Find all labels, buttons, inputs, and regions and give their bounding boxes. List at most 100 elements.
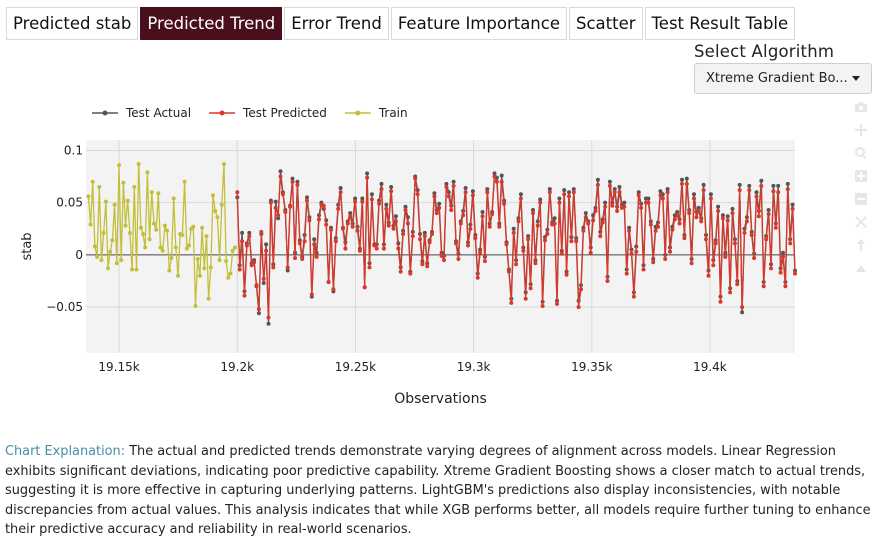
data-point[interactable] bbox=[341, 226, 345, 231]
data-point[interactable] bbox=[617, 185, 622, 189]
data-point[interactable] bbox=[547, 187, 552, 192]
data-point[interactable] bbox=[285, 268, 290, 273]
data-point[interactable] bbox=[605, 279, 610, 283]
data-point[interactable] bbox=[264, 248, 269, 253]
data-point[interactable] bbox=[658, 193, 663, 198]
data-point[interactable] bbox=[742, 230, 747, 235]
data-point[interactable] bbox=[615, 209, 620, 213]
data-point[interactable] bbox=[86, 194, 91, 199]
data-point[interactable] bbox=[420, 262, 425, 267]
data-point[interactable] bbox=[538, 197, 543, 202]
data-point[interactable] bbox=[290, 179, 295, 184]
data-point[interactable] bbox=[499, 173, 504, 178]
data-point[interactable] bbox=[663, 257, 668, 261]
data-point[interactable] bbox=[162, 223, 167, 228]
zoom-out-icon[interactable] bbox=[854, 192, 868, 206]
data-point[interactable] bbox=[569, 239, 574, 244]
data-point[interactable] bbox=[324, 222, 329, 227]
data-point[interactable] bbox=[195, 257, 200, 261]
data-point[interactable] bbox=[617, 190, 622, 195]
data-point[interactable] bbox=[235, 190, 240, 195]
data-point[interactable] bbox=[437, 205, 442, 210]
data-point[interactable] bbox=[692, 196, 696, 201]
data-point[interactable] bbox=[331, 287, 336, 292]
data-point[interactable] bbox=[651, 260, 656, 265]
data-point[interactable] bbox=[348, 211, 353, 216]
data-point[interactable] bbox=[732, 241, 737, 246]
data-point[interactable] bbox=[314, 254, 319, 259]
spike-lines-icon[interactable] bbox=[854, 261, 868, 275]
data-point[interactable] bbox=[470, 189, 475, 194]
data-point[interactable] bbox=[463, 186, 468, 190]
data-point[interactable] bbox=[730, 211, 735, 216]
data-point[interactable] bbox=[567, 194, 571, 199]
data-point[interactable] bbox=[506, 269, 511, 274]
data-point[interactable] bbox=[165, 228, 170, 233]
data-point[interactable] bbox=[725, 218, 730, 223]
data-point[interactable] bbox=[381, 246, 386, 251]
data-point[interactable] bbox=[557, 196, 562, 201]
data-point[interactable] bbox=[350, 224, 355, 229]
data-point[interactable] bbox=[256, 311, 261, 316]
data-point[interactable] bbox=[276, 213, 281, 218]
data-point[interactable] bbox=[145, 170, 150, 175]
data-point[interactable] bbox=[432, 194, 437, 199]
data-point[interactable] bbox=[776, 183, 781, 188]
data-point[interactable] bbox=[607, 179, 612, 184]
data-point[interactable] bbox=[90, 179, 95, 184]
data-point[interactable] bbox=[171, 196, 176, 201]
data-point[interactable] bbox=[701, 182, 706, 187]
data-point[interactable] bbox=[684, 176, 689, 181]
data-point[interactable] bbox=[646, 196, 651, 201]
magnifier-icon[interactable] bbox=[854, 146, 868, 160]
data-point[interactable] bbox=[295, 179, 300, 184]
data-point[interactable] bbox=[114, 261, 119, 266]
data-point[interactable] bbox=[355, 228, 360, 233]
data-point[interactable] bbox=[540, 304, 545, 308]
data-point[interactable] bbox=[283, 210, 288, 214]
data-point[interactable] bbox=[305, 198, 309, 203]
data-point[interactable] bbox=[237, 267, 242, 272]
data-point[interactable] bbox=[415, 192, 420, 197]
data-point[interactable] bbox=[121, 180, 126, 185]
data-point[interactable] bbox=[384, 206, 389, 211]
data-point[interactable] bbox=[454, 241, 458, 246]
data-point[interactable] bbox=[386, 223, 391, 228]
data-point[interactable] bbox=[446, 194, 451, 199]
data-point[interactable] bbox=[593, 209, 598, 213]
data-point[interactable] bbox=[747, 183, 752, 188]
data-point[interactable] bbox=[410, 234, 415, 239]
data-point[interactable] bbox=[191, 224, 196, 229]
camera-icon[interactable] bbox=[854, 100, 868, 114]
data-point[interactable] bbox=[106, 266, 110, 271]
reset-axes-icon[interactable] bbox=[854, 238, 868, 252]
data-point[interactable] bbox=[418, 237, 422, 242]
data-point[interactable] bbox=[184, 246, 189, 251]
data-point[interactable] bbox=[475, 275, 480, 280]
data-point[interactable] bbox=[555, 301, 559, 306]
data-point[interactable] bbox=[228, 271, 233, 276]
data-point[interactable] bbox=[754, 190, 759, 195]
data-point[interactable] bbox=[677, 221, 682, 226]
data-point[interactable] bbox=[125, 198, 130, 203]
data-point[interactable] bbox=[451, 179, 456, 184]
data-point[interactable] bbox=[173, 245, 178, 250]
data-point[interactable] bbox=[687, 211, 692, 216]
data-point[interactable] bbox=[138, 225, 143, 230]
data-point[interactable] bbox=[740, 310, 745, 315]
data-point[interactable] bbox=[288, 204, 293, 209]
data-point[interactable] bbox=[261, 276, 266, 281]
data-point[interactable] bbox=[247, 234, 252, 239]
data-point[interactable] bbox=[143, 245, 148, 250]
data-point[interactable] bbox=[759, 183, 764, 188]
data-point[interactable] bbox=[345, 221, 350, 226]
data-point[interactable] bbox=[389, 189, 394, 194]
data-point[interactable] bbox=[778, 270, 783, 275]
data-point[interactable] bbox=[427, 240, 432, 245]
data-point[interactable] bbox=[132, 185, 137, 189]
data-point[interactable] bbox=[252, 260, 257, 265]
data-point[interactable] bbox=[222, 162, 226, 166]
data-point[interactable] bbox=[422, 230, 427, 235]
data-point[interactable] bbox=[504, 242, 509, 247]
data-point[interactable] bbox=[728, 290, 733, 295]
